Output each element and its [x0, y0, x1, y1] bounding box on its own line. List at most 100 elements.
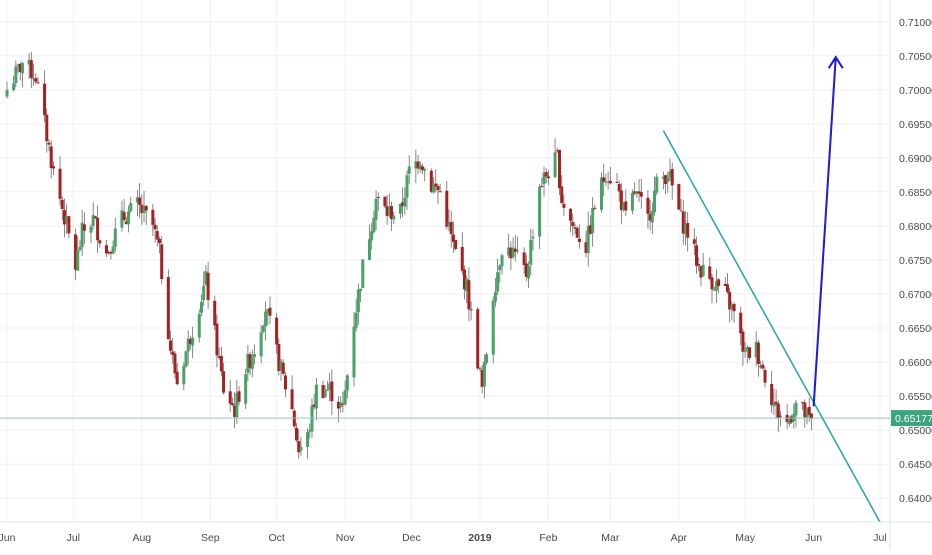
candle-body-up — [498, 265, 502, 271]
candle-body-up — [604, 181, 608, 183]
candle-body-down — [776, 403, 780, 418]
candle — [772, 388, 776, 416]
candle — [591, 197, 595, 247]
candle-body-down — [467, 280, 471, 310]
candle-body-down — [697, 264, 701, 266]
candle-body-up — [250, 357, 254, 369]
candle — [283, 371, 287, 397]
candle-body-up — [345, 375, 349, 391]
candle — [356, 283, 360, 325]
candle — [571, 213, 575, 237]
downtrend-line[interactable] — [662, 130, 881, 523]
candle — [222, 362, 226, 395]
candle-body-down — [47, 142, 51, 145]
candle-body-down — [160, 244, 164, 279]
candle-body-down — [588, 225, 592, 234]
candle — [717, 277, 721, 294]
candle-body-up — [184, 351, 188, 367]
time-tick-label: Feb — [539, 532, 557, 544]
candle — [670, 162, 674, 200]
candle — [279, 358, 283, 381]
candle-body-up — [745, 347, 749, 350]
candle — [794, 399, 798, 428]
candle — [569, 208, 573, 233]
projection-arrow-shaft[interactable] — [812, 57, 837, 407]
candle-body-down — [45, 114, 49, 142]
candle — [617, 180, 621, 202]
time-tick-label: 2019 — [468, 532, 492, 544]
candle — [104, 239, 108, 257]
candle-body-up — [135, 197, 139, 203]
candle — [805, 407, 809, 425]
candle-body-up — [772, 402, 776, 407]
candle-body-up — [339, 402, 343, 407]
candle-body-down — [237, 391, 241, 402]
time-axis[interactable]: Jun Jul Aug Sep Oct Nov Dec 2019 Feb Mar Apr May Jun… — [0, 532, 887, 544]
candle-body-down — [480, 369, 484, 387]
candle-body-down — [449, 222, 453, 235]
candle-body-down — [275, 317, 279, 345]
candle — [374, 190, 378, 231]
candle-body-down — [166, 277, 170, 340]
candle — [429, 168, 433, 194]
candle-body-up — [493, 292, 497, 302]
candle — [712, 286, 716, 291]
candle-body-up — [259, 332, 263, 357]
candle — [74, 228, 78, 280]
candle — [741, 328, 745, 366]
candle-body-up — [743, 349, 747, 353]
candle-body-up — [668, 171, 672, 178]
candle — [540, 177, 544, 188]
candle-body-down — [29, 60, 33, 79]
candle-body-down — [555, 150, 559, 152]
candle-body-up — [306, 432, 310, 447]
candle — [361, 259, 365, 289]
candle — [633, 182, 637, 196]
candle — [732, 302, 736, 323]
candle-body-down — [228, 391, 232, 404]
candle-body-down — [109, 251, 113, 254]
candle — [493, 278, 497, 308]
candle-body-up — [683, 224, 687, 235]
candle — [113, 217, 117, 252]
candle-body-down — [717, 279, 721, 286]
candle-body-up — [655, 176, 659, 193]
candle-body-down — [695, 245, 699, 266]
candle-body-up — [127, 211, 131, 225]
candle-body-down — [93, 216, 97, 219]
candle-body-down — [34, 78, 38, 82]
candle — [465, 275, 469, 304]
current-price-label: 0.65177 — [895, 413, 932, 425]
candle — [460, 232, 464, 275]
candle — [542, 166, 546, 197]
candle-body-down — [217, 356, 221, 358]
candle-body-down — [155, 231, 159, 240]
candle-body-up — [586, 226, 590, 254]
candle-body-down — [708, 266, 712, 279]
candle-body-up — [80, 222, 84, 248]
candle-body-up — [635, 191, 639, 195]
candle — [323, 385, 327, 398]
candle-body-down — [801, 401, 805, 403]
candle — [51, 161, 55, 176]
candle-body-up — [679, 210, 683, 212]
candle-body-up — [78, 246, 82, 251]
candle — [314, 377, 318, 420]
candle-body-up — [204, 271, 208, 285]
candle-body-up — [387, 206, 391, 214]
time-tick-label: Oct — [268, 532, 284, 544]
candle-body-up — [182, 366, 186, 385]
candle — [699, 265, 703, 287]
candle-body-up — [314, 384, 318, 409]
candle-body-down — [699, 266, 703, 278]
candle-body-down — [619, 190, 623, 210]
candle-body-down — [728, 291, 732, 310]
candle — [253, 344, 257, 365]
candle — [376, 192, 380, 211]
